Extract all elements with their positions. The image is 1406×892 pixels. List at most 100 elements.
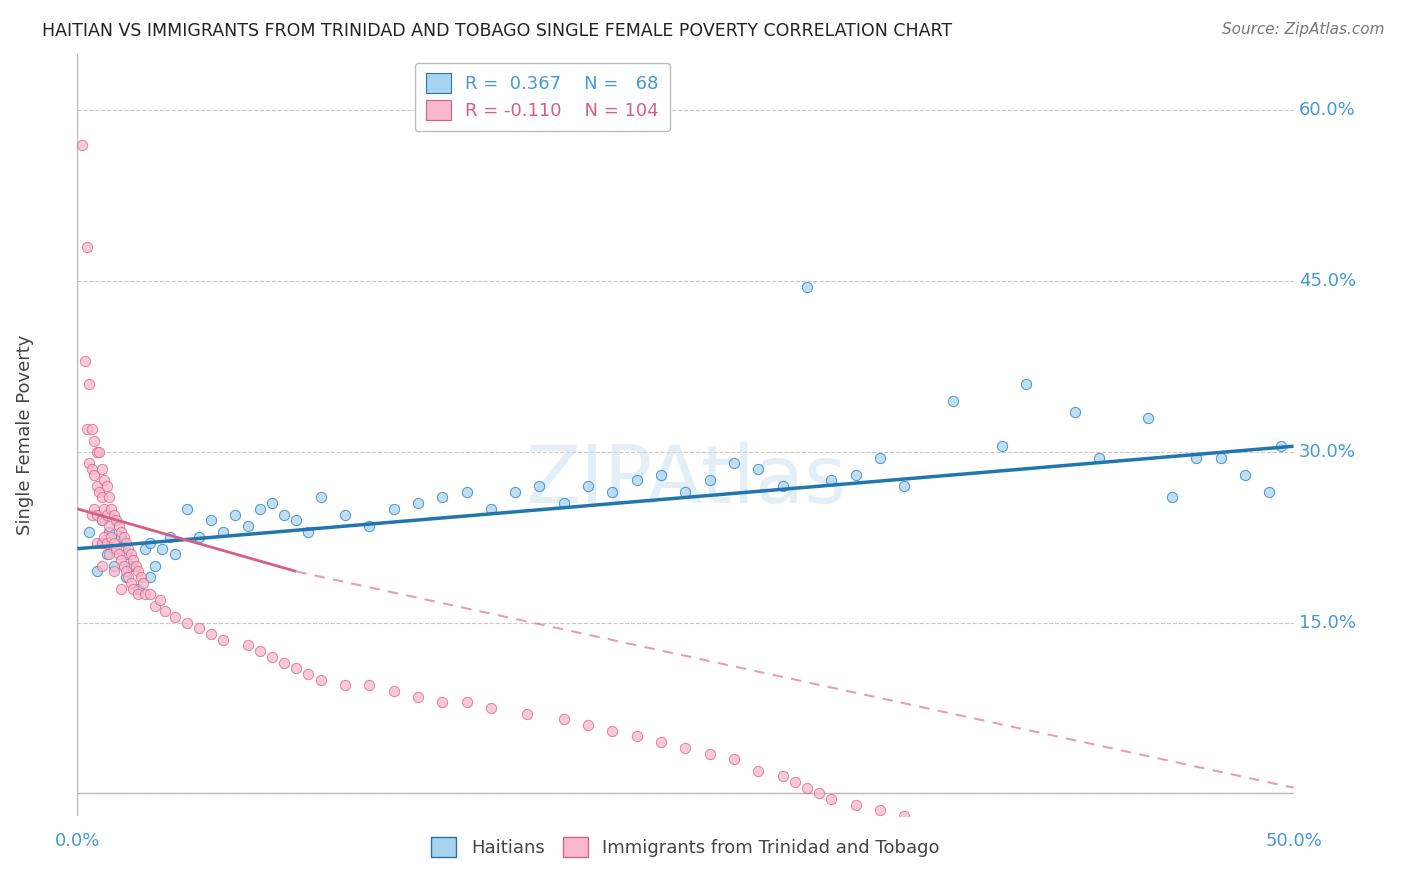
Point <box>772 479 794 493</box>
Point <box>96 508 118 522</box>
Point <box>110 582 132 596</box>
Point <box>96 479 118 493</box>
Point <box>602 484 624 499</box>
Point <box>200 627 222 641</box>
Point <box>333 678 356 692</box>
Point <box>845 797 868 812</box>
Point <box>176 501 198 516</box>
Point <box>163 610 186 624</box>
Point <box>134 587 156 601</box>
Point <box>80 508 103 522</box>
Point <box>83 501 105 516</box>
Point <box>76 422 98 436</box>
Point <box>845 467 868 482</box>
Point <box>100 530 122 544</box>
Point <box>97 519 120 533</box>
Point <box>163 547 186 561</box>
Point <box>212 632 235 647</box>
Text: 50.0%: 50.0% <box>1265 832 1322 850</box>
Point <box>120 575 142 590</box>
Point <box>479 501 502 516</box>
Point <box>869 450 891 465</box>
Point <box>110 553 132 567</box>
Point <box>820 474 842 488</box>
Point <box>1270 439 1292 453</box>
Point <box>1185 450 1208 465</box>
Point <box>333 508 356 522</box>
Point <box>89 445 111 459</box>
Point <box>112 558 135 573</box>
Text: HAITIAN VS IMMIGRANTS FROM TRINIDAD AND TOBAGO SINGLE FEMALE POVERTY CORRELATION: HAITIAN VS IMMIGRANTS FROM TRINIDAD AND … <box>42 22 952 40</box>
Point <box>576 479 599 493</box>
Point <box>260 649 283 664</box>
Point <box>893 479 915 493</box>
Point <box>100 501 122 516</box>
Point <box>105 513 128 527</box>
Point <box>309 491 332 505</box>
Point <box>212 524 235 539</box>
Point <box>122 582 145 596</box>
Point <box>83 467 105 482</box>
Point <box>893 809 915 823</box>
Point <box>224 508 246 522</box>
Point <box>73 354 96 368</box>
Text: 45.0%: 45.0% <box>1299 272 1357 290</box>
Point <box>115 536 138 550</box>
Point <box>553 496 575 510</box>
Point <box>143 599 166 613</box>
Point <box>273 656 295 670</box>
Text: 30.0%: 30.0% <box>1299 443 1355 461</box>
Point <box>1209 450 1232 465</box>
Point <box>134 541 156 556</box>
Point <box>115 565 138 579</box>
Text: 60.0%: 60.0% <box>1299 102 1355 120</box>
Text: Single Female Poverty: Single Female Poverty <box>17 334 34 535</box>
Point <box>675 740 697 755</box>
Point <box>503 484 526 499</box>
Point <box>120 558 142 573</box>
Point <box>107 519 129 533</box>
Point <box>90 462 112 476</box>
Point <box>79 376 101 391</box>
Point <box>529 479 551 493</box>
Point <box>83 434 105 448</box>
Point <box>97 547 120 561</box>
Point <box>97 491 120 505</box>
Point <box>942 821 965 835</box>
Point <box>132 575 155 590</box>
Point <box>80 462 103 476</box>
Point <box>93 530 115 544</box>
Point <box>359 678 381 692</box>
Point <box>260 496 283 510</box>
Point <box>675 484 697 499</box>
Point <box>626 730 648 744</box>
Point <box>127 587 149 601</box>
Point <box>139 570 162 584</box>
Point <box>1015 376 1038 391</box>
Point <box>309 673 332 687</box>
Point <box>86 445 108 459</box>
Point <box>90 558 112 573</box>
Point <box>90 513 112 527</box>
Point <box>176 615 198 630</box>
Point <box>86 565 108 579</box>
Point <box>103 558 125 573</box>
Point <box>1233 467 1256 482</box>
Point <box>90 513 112 527</box>
Point <box>359 519 381 533</box>
Point <box>103 541 125 556</box>
Point <box>430 695 453 709</box>
Point <box>576 718 599 732</box>
Point <box>820 792 842 806</box>
Point <box>723 752 745 766</box>
Point <box>273 508 295 522</box>
Point <box>1136 410 1159 425</box>
Point <box>125 558 148 573</box>
Point <box>406 690 429 704</box>
Point <box>456 484 478 499</box>
Point <box>1258 484 1281 499</box>
Point <box>117 570 139 584</box>
Point <box>249 644 271 658</box>
Point <box>285 513 308 527</box>
Point <box>1063 405 1085 419</box>
